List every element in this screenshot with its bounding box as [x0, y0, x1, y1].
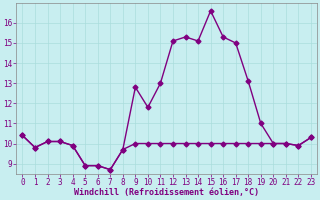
X-axis label: Windchill (Refroidissement éolien,°C): Windchill (Refroidissement éolien,°C)	[74, 188, 259, 197]
